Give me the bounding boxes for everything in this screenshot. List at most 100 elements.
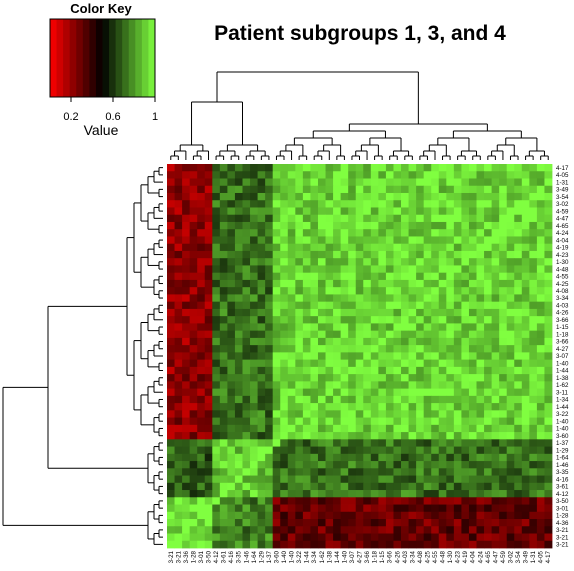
heatmap-cell: [310, 432, 319, 440]
heatmap-cell: [242, 287, 251, 295]
heatmap-cell: [529, 388, 538, 397]
heatmap-cell: [521, 511, 530, 520]
heatmap-cell: [197, 207, 206, 216]
heatmap-cell: [385, 287, 394, 295]
heatmap-cell: [204, 388, 213, 397]
heatmap-cell: [272, 171, 281, 179]
heatmap-cell: [484, 504, 493, 513]
heatmap-cell: [174, 439, 183, 447]
column-label: 1-28: [190, 550, 197, 563]
heatmap-cell: [453, 417, 462, 426]
heatmap-cell: [355, 417, 364, 426]
heatmap-cell: [265, 395, 274, 404]
heatmap-cell: [348, 171, 357, 179]
heatmap-cell: [514, 446, 523, 455]
heatmap-cell: [182, 236, 191, 245]
heatmap-cell: [363, 424, 372, 433]
heatmap-cell: [385, 345, 394, 353]
heatmap-cell: [544, 294, 553, 303]
heatmap-cell: [514, 236, 523, 245]
heatmap-cell: [174, 446, 183, 455]
heatmap-cell: [461, 258, 470, 266]
heatmap-cell: [355, 439, 364, 447]
column-label: 4-48: [440, 550, 447, 563]
heatmap-cell: [521, 381, 530, 390]
heatmap-cell: [363, 330, 372, 339]
heatmap-cell: [544, 475, 553, 484]
heatmap-cell: [363, 519, 372, 527]
heatmap-cell: [348, 294, 357, 303]
heatmap-cell: [182, 250, 191, 259]
heatmap-cell: [446, 410, 455, 418]
heatmap-cell: [234, 192, 243, 201]
heatmap-cell: [348, 214, 357, 223]
heatmap-cell: [514, 171, 523, 179]
heatmap-cell: [446, 258, 455, 266]
heatmap-cell: [197, 185, 206, 194]
heatmap-cell: [234, 301, 243, 310]
heatmap-cell: [174, 366, 183, 375]
heatmap-cell: [280, 374, 289, 382]
heatmap-cell: [446, 461, 455, 469]
heatmap-cell: [544, 207, 553, 216]
heatmap-cell: [197, 403, 206, 411]
heatmap-cell: [265, 519, 274, 527]
heatmap-cell: [401, 490, 409, 498]
heatmap-cell: [325, 417, 334, 426]
heatmap-cell: [393, 533, 402, 542]
heatmap-cell: [197, 410, 206, 418]
heatmap-cell: [355, 511, 364, 520]
heatmap-cell: [167, 533, 175, 542]
heatmap-cell: [167, 200, 175, 208]
heatmap-cell: [227, 519, 236, 527]
heatmap-cell: [287, 468, 296, 476]
heatmap-cell: [461, 439, 470, 447]
heatmap-cell: [355, 236, 364, 245]
heatmap-cell: [401, 359, 409, 368]
heatmap-cell: [499, 345, 508, 353]
heatmap-cell: [257, 519, 266, 527]
heatmap-cell: [453, 301, 462, 310]
heatmap-cell: [234, 359, 243, 368]
heatmap-cell: [333, 229, 342, 237]
heatmap-cell: [370, 308, 379, 317]
heatmap-cell: [491, 250, 500, 259]
heatmap-cell: [287, 221, 296, 230]
heatmap-cell: [340, 432, 349, 440]
heatmap-cell: [197, 330, 206, 339]
heatmap-cell: [242, 504, 251, 513]
heatmap-cell: [453, 359, 462, 368]
heatmap-cell: [219, 301, 228, 310]
heatmap-cell: [212, 316, 221, 324]
heatmap-cell: [325, 519, 334, 527]
heatmap-cell: [423, 221, 432, 230]
heatmap-cell: [204, 272, 213, 281]
heatmap-cell: [167, 475, 175, 484]
heatmap-cell: [446, 178, 455, 187]
heatmap-cell: [536, 417, 545, 426]
heatmap-cell: [521, 366, 530, 375]
heatmap-cell: [182, 178, 191, 187]
heatmap-cell: [370, 316, 379, 324]
heatmap-cell: [431, 323, 440, 332]
heatmap-cell: [317, 164, 326, 172]
heatmap-cell: [219, 482, 228, 491]
heatmap-cell: [250, 439, 258, 447]
heatmap-cell: [393, 461, 402, 469]
heatmap-cell: [219, 316, 228, 324]
heatmap-cell: [514, 439, 523, 447]
heatmap-cell: [204, 265, 213, 274]
heatmap-cell: [401, 272, 409, 281]
heatmap-cell: [287, 497, 296, 505]
heatmap-cell: [401, 497, 409, 505]
heatmap-cell: [401, 345, 409, 353]
heatmap-cell: [234, 475, 243, 484]
heatmap-cell: [370, 490, 379, 498]
heatmap-cell: [189, 403, 198, 411]
heatmap-cell: [461, 214, 470, 223]
heatmap-cell: [476, 192, 485, 201]
heatmap-cell: [401, 424, 409, 433]
heatmap-cell: [499, 461, 508, 469]
heatmap-cell: [476, 200, 485, 208]
heatmap-cell: [234, 352, 243, 361]
